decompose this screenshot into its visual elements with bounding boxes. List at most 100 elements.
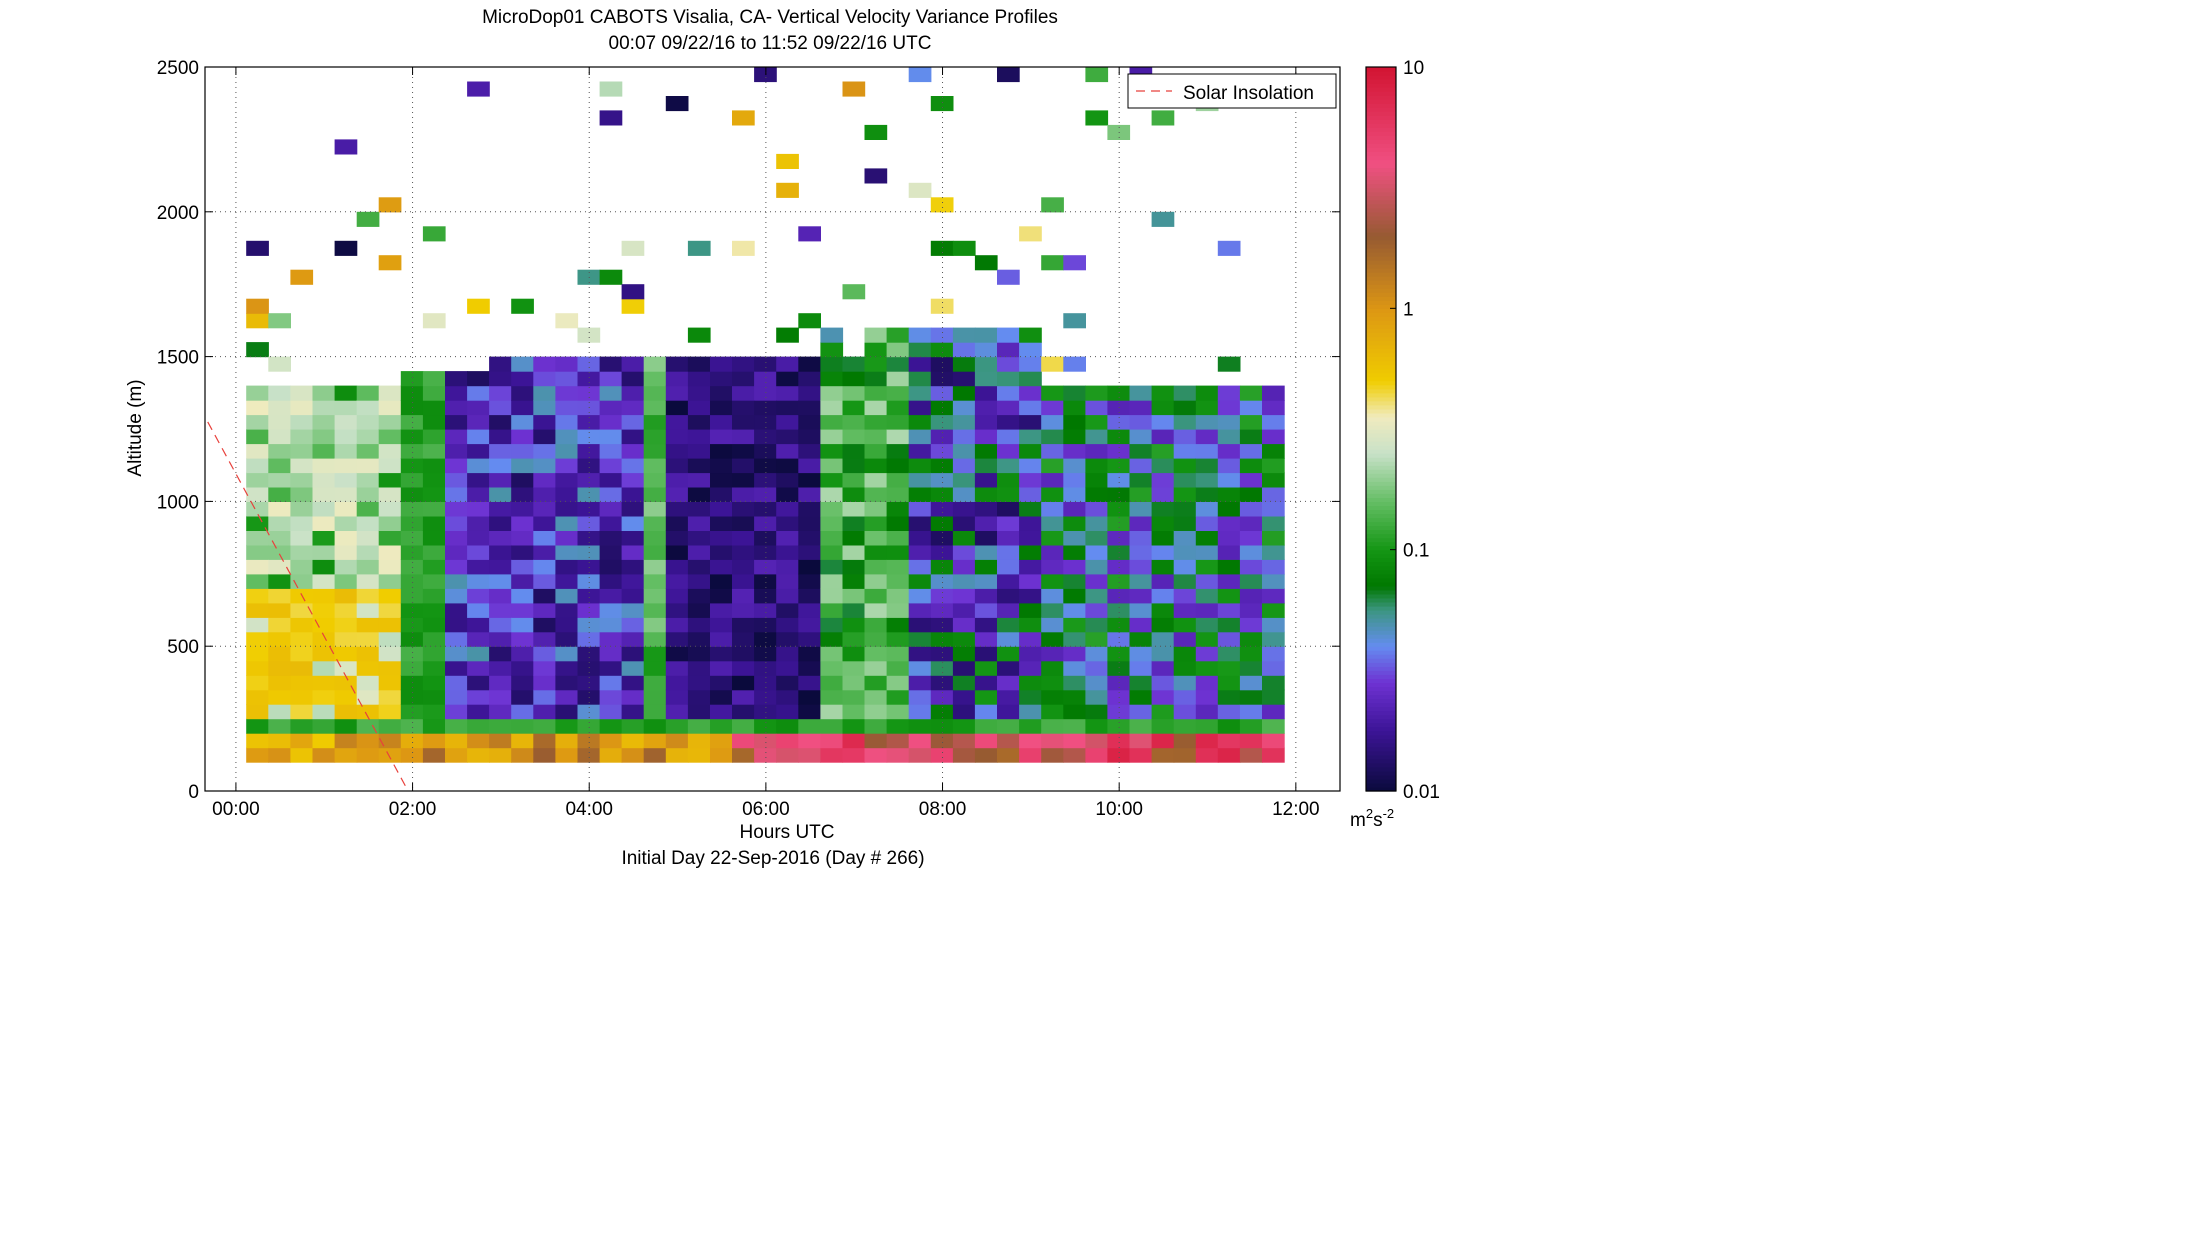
heatmap-cell bbox=[1129, 602, 1153, 618]
colorbar-band bbox=[1366, 312, 1396, 317]
heatmap-cell bbox=[710, 689, 733, 705]
colorbar-band bbox=[1366, 400, 1396, 406]
heatmap-cell bbox=[467, 733, 490, 749]
heatmap-cell bbox=[422, 515, 446, 531]
colorbar-band bbox=[1366, 264, 1396, 269]
colorbar-band bbox=[1366, 589, 1396, 595]
heatmap-cell bbox=[400, 602, 424, 618]
heatmap-cell bbox=[1063, 573, 1086, 589]
colorbar-band bbox=[1366, 614, 1396, 619]
heatmap-cell bbox=[356, 443, 380, 459]
heatmap-cell bbox=[445, 631, 468, 647]
colorbar-band bbox=[1366, 404, 1396, 410]
heatmap-cell bbox=[467, 718, 490, 734]
heatmap-cell bbox=[908, 675, 932, 691]
colorbar-band bbox=[1366, 119, 1396, 124]
heatmap-cell bbox=[246, 573, 269, 589]
heatmap-cell bbox=[1107, 617, 1131, 633]
heatmap-cell bbox=[687, 486, 711, 502]
heatmap-cell bbox=[467, 530, 490, 546]
heatmap-cell bbox=[776, 400, 799, 416]
heatmap-cell bbox=[1129, 733, 1153, 749]
heatmap-cell bbox=[290, 646, 314, 662]
heatmap-cell bbox=[511, 298, 534, 314]
colorbar-band bbox=[1366, 774, 1396, 780]
heatmap-cell bbox=[732, 733, 755, 749]
heatmap-cell bbox=[1173, 385, 1197, 401]
colorbar-unit-label: m2s-2 bbox=[1350, 806, 1394, 831]
heatmap-cell bbox=[1239, 617, 1263, 633]
heatmap-cell bbox=[599, 559, 623, 575]
colorbar-band bbox=[1366, 698, 1396, 704]
heatmap-cell bbox=[1195, 501, 1219, 517]
heatmap-cell bbox=[400, 559, 424, 575]
heatmap-cell bbox=[1063, 429, 1086, 445]
heatmap-cell bbox=[842, 602, 866, 618]
colorbar-band bbox=[1366, 336, 1396, 342]
heatmap-cell bbox=[1019, 704, 1042, 720]
heatmap-cell bbox=[555, 501, 579, 517]
heatmap-cell bbox=[400, 472, 424, 488]
x-tick-label: 10:00 bbox=[1095, 799, 1143, 820]
heatmap-cell bbox=[665, 747, 689, 763]
colorbar-band bbox=[1366, 626, 1396, 631]
heatmap-cell bbox=[467, 371, 490, 387]
heatmap-cell bbox=[555, 747, 579, 763]
heatmap-cell bbox=[1129, 660, 1153, 676]
heatmap-cell bbox=[952, 573, 976, 589]
heatmap-cell bbox=[1041, 588, 1064, 604]
heatmap-cell bbox=[732, 617, 755, 633]
heatmap-cell bbox=[687, 472, 711, 488]
heatmap-cell bbox=[908, 182, 932, 198]
heatmap-cell bbox=[908, 733, 932, 749]
heatmap-cell bbox=[687, 689, 711, 705]
heatmap-cell bbox=[930, 501, 954, 517]
y-tick-label: 2500 bbox=[157, 58, 199, 79]
heatmap-cell bbox=[908, 718, 932, 734]
heatmap-cell bbox=[1151, 429, 1175, 445]
heatmap-cell bbox=[1107, 660, 1131, 676]
heatmap-cell bbox=[621, 718, 645, 734]
colorbar-band bbox=[1366, 678, 1396, 683]
heatmap-cell bbox=[621, 240, 645, 256]
heatmap-cell bbox=[577, 486, 601, 502]
heatmap-cell bbox=[445, 704, 468, 720]
heatmap-cell bbox=[489, 443, 512, 459]
heatmap-cell bbox=[290, 733, 314, 749]
heatmap-cell bbox=[1239, 530, 1263, 546]
heatmap-cell bbox=[1151, 414, 1175, 430]
heatmap-cell bbox=[246, 429, 269, 445]
heatmap-cell bbox=[290, 660, 314, 676]
heatmap-cell bbox=[511, 602, 534, 618]
heatmap-cell bbox=[621, 429, 645, 445]
heatmap-cell bbox=[820, 530, 844, 546]
heatmap-cell bbox=[1195, 704, 1219, 720]
heatmap-cell bbox=[864, 646, 888, 662]
colorbar-band bbox=[1366, 541, 1396, 547]
heatmap-cell bbox=[754, 573, 777, 589]
heatmap-cell bbox=[246, 704, 269, 720]
heatmap-cell bbox=[798, 371, 821, 387]
heatmap-cell bbox=[798, 675, 821, 691]
heatmap-cell bbox=[599, 689, 623, 705]
heatmap-cell bbox=[842, 588, 866, 604]
heatmap-cell bbox=[798, 458, 821, 474]
heatmap-cell bbox=[312, 689, 336, 705]
heatmap-cell bbox=[290, 718, 314, 734]
heatmap-cell bbox=[665, 646, 689, 662]
heatmap-cell bbox=[445, 675, 468, 691]
heatmap-cell bbox=[820, 718, 844, 734]
heatmap-cell bbox=[643, 515, 667, 531]
heatmap-cell bbox=[1041, 617, 1064, 633]
colorbar-band bbox=[1366, 445, 1396, 450]
colorbar-band bbox=[1366, 509, 1396, 514]
colorbar-band bbox=[1366, 408, 1396, 414]
heatmap-cell bbox=[1262, 689, 1285, 705]
heatmap-cell bbox=[533, 486, 556, 502]
heatmap-cell bbox=[643, 371, 667, 387]
heatmap-cell bbox=[1151, 472, 1175, 488]
heatmap-cell bbox=[1195, 472, 1219, 488]
heatmap-cell bbox=[621, 631, 645, 647]
heatmap-cell bbox=[378, 515, 402, 531]
heatmap-cell bbox=[754, 733, 777, 749]
